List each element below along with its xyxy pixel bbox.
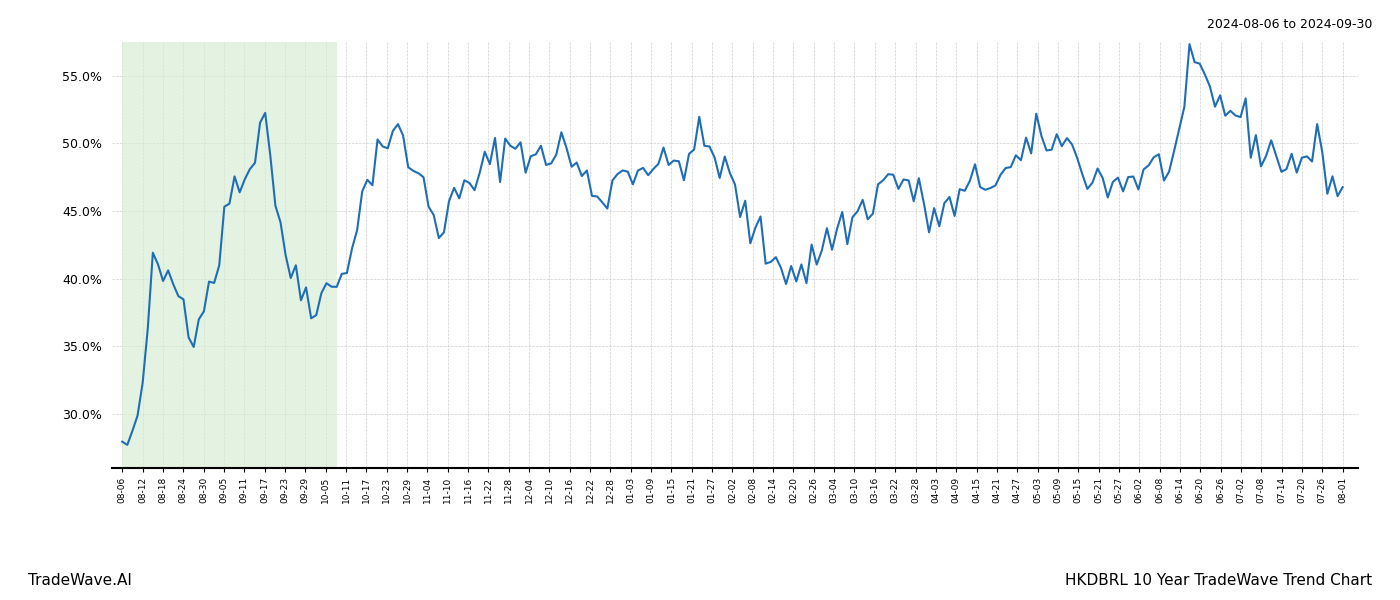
Bar (122, 42, 336, 468)
Text: TradeWave.AI: TradeWave.AI (28, 573, 132, 588)
Text: HKDBRL 10 Year TradeWave Trend Chart: HKDBRL 10 Year TradeWave Trend Chart (1065, 573, 1372, 588)
Text: 2024-08-06 to 2024-09-30: 2024-08-06 to 2024-09-30 (1207, 18, 1372, 31)
